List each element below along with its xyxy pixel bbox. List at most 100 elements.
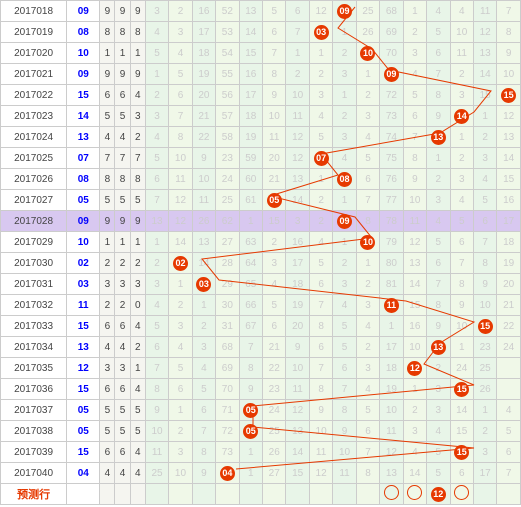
stat-cell: 9 bbox=[115, 64, 130, 85]
grid-cell: 5 bbox=[427, 442, 450, 463]
grid-cell: 5 bbox=[450, 211, 473, 232]
stat-cell: 6 bbox=[100, 85, 115, 106]
stat-cell: 8 bbox=[100, 22, 115, 43]
grid-cell: 6 bbox=[286, 1, 309, 22]
grid-cell-hit: 09 bbox=[333, 211, 356, 232]
stat-cell: 5 bbox=[100, 400, 115, 421]
stat-cell: 5 bbox=[130, 421, 145, 442]
grid-cell: 11 bbox=[286, 379, 309, 400]
grid-cell: 1 bbox=[450, 337, 473, 358]
grid-cell: 2 bbox=[427, 169, 450, 190]
period-cell: 2017031 bbox=[1, 274, 67, 295]
grid-cell: 1 bbox=[309, 169, 332, 190]
forecast-empty[interactable] bbox=[216, 484, 239, 505]
grid-cell: 1 bbox=[356, 64, 379, 85]
period-cell: 2017036 bbox=[1, 379, 67, 400]
stat-cell: 9 bbox=[100, 211, 115, 232]
grid-cell: 71 bbox=[216, 400, 239, 421]
grid-cell: 7 bbox=[286, 22, 309, 43]
grid-cell-hit: 03 bbox=[309, 22, 332, 43]
draw-number: 02 bbox=[67, 253, 100, 274]
forecast-empty[interactable] bbox=[263, 484, 286, 505]
forecast-empty[interactable] bbox=[473, 484, 496, 505]
grid-cell: 12 bbox=[380, 442, 403, 463]
forecast-empty[interactable] bbox=[309, 484, 332, 505]
grid-cell: 15 bbox=[263, 211, 286, 232]
forecast-empty[interactable] bbox=[286, 484, 309, 505]
forecast-empty[interactable] bbox=[239, 484, 262, 505]
grid-cell: 7 bbox=[333, 379, 356, 400]
grid-cell: 7 bbox=[356, 190, 379, 211]
grid-cell: 4 bbox=[356, 379, 379, 400]
grid-cell: 14 bbox=[497, 148, 521, 169]
grid-cell: 21 bbox=[263, 169, 286, 190]
table-row: 201701908888431753146703126692510128 bbox=[1, 22, 521, 43]
draw-number: 09 bbox=[67, 1, 100, 22]
grid-cell: 9 bbox=[309, 400, 332, 421]
grid-cell: 10 bbox=[497, 64, 521, 85]
stat-cell: 5 bbox=[130, 190, 145, 211]
grid-cell: 15 bbox=[497, 169, 521, 190]
grid-cell-hit: 14 bbox=[450, 106, 473, 127]
grid-cell: 17 bbox=[497, 211, 521, 232]
forecast-pick[interactable]: 12 bbox=[427, 484, 450, 505]
grid-cell: 11 bbox=[450, 43, 473, 64]
grid-cell-hit: 10 bbox=[356, 43, 379, 64]
grid-cell: 12 bbox=[497, 106, 521, 127]
grid-cell: 6 bbox=[473, 211, 496, 232]
draw-number: 13 bbox=[67, 337, 100, 358]
grid-cell: 21 bbox=[263, 337, 286, 358]
grid-cell-hit: 15 bbox=[497, 85, 521, 106]
forecast-empty[interactable] bbox=[169, 484, 192, 505]
table-row: 201702413442482258191112534747131213 bbox=[1, 127, 521, 148]
forecast-pick[interactable] bbox=[380, 484, 403, 505]
forecast-empty[interactable] bbox=[145, 484, 168, 505]
grid-cell: 23 bbox=[473, 337, 496, 358]
grid-cell: 66 bbox=[239, 295, 262, 316]
grid-cell: 68 bbox=[380, 1, 403, 22]
grid-cell: 3 bbox=[356, 295, 379, 316]
grid-cell-hit: 07 bbox=[309, 148, 332, 169]
stat-cell: 1 bbox=[130, 43, 145, 64]
grid-cell: 4 bbox=[263, 274, 286, 295]
stat-cell: 8 bbox=[130, 22, 145, 43]
grid-cell: 6 bbox=[309, 274, 332, 295]
grid-cell-hit: 05 bbox=[263, 190, 286, 211]
grid-cell: 62 bbox=[216, 211, 239, 232]
stat-cell: 2 bbox=[115, 295, 130, 316]
table-row: 2017035123317546982210763181222425 bbox=[1, 358, 521, 379]
grid-cell: 25 bbox=[473, 358, 496, 379]
stat-cell: 4 bbox=[115, 337, 130, 358]
grid-cell: 13 bbox=[497, 127, 521, 148]
grid-cell: 9 bbox=[192, 463, 215, 484]
grid-cell: 9 bbox=[192, 148, 215, 169]
grid-cell: 60 bbox=[239, 169, 262, 190]
grid-cell: 6 bbox=[263, 22, 286, 43]
grid-cell: 1 bbox=[473, 400, 496, 421]
grid-cell: 15 bbox=[403, 295, 426, 316]
table-row: 201702507777510923592012074575812314 bbox=[1, 148, 521, 169]
grid-cell: 14 bbox=[473, 64, 496, 85]
table-row: 20170331566453231676208541169101522 bbox=[1, 316, 521, 337]
forecast-empty[interactable] bbox=[356, 484, 379, 505]
stat-cell: 9 bbox=[130, 1, 145, 22]
forecast-pick[interactable] bbox=[450, 484, 473, 505]
grid-cell: 73 bbox=[380, 106, 403, 127]
forecast-empty[interactable] bbox=[497, 484, 521, 505]
grid-cell: 61 bbox=[239, 190, 262, 211]
grid-cell: 3 bbox=[169, 442, 192, 463]
grid-cell: 16 bbox=[497, 190, 521, 211]
draw-number: 05 bbox=[67, 190, 100, 211]
grid-cell: 4 bbox=[427, 211, 450, 232]
grid-cell: 9 bbox=[497, 43, 521, 64]
forecast-empty[interactable] bbox=[333, 484, 356, 505]
grid-cell: 5 bbox=[356, 400, 379, 421]
forecast-pick[interactable] bbox=[403, 484, 426, 505]
grid-cell: 1 bbox=[356, 253, 379, 274]
grid-cell: 2 bbox=[356, 337, 379, 358]
ball-icon: 09 bbox=[337, 4, 352, 19]
draw-number: 08 bbox=[67, 169, 100, 190]
forecast-empty[interactable] bbox=[192, 484, 215, 505]
grid-cell: 2 bbox=[333, 43, 356, 64]
grid-cell: 2 bbox=[333, 106, 356, 127]
